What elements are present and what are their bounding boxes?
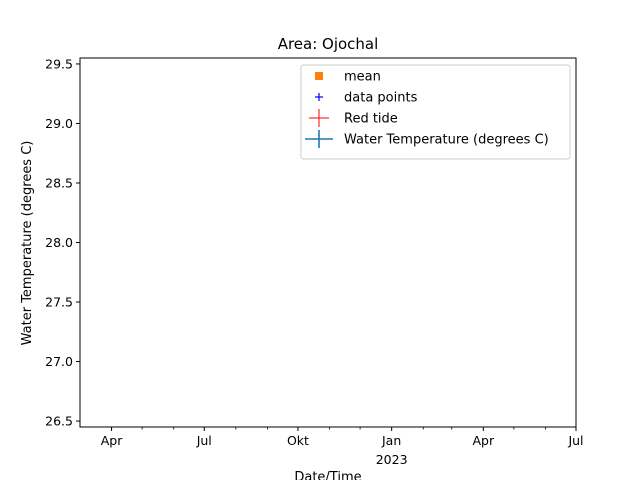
y-tick-label: 28.5 bbox=[45, 175, 73, 190]
legend-entry: mean bbox=[315, 70, 381, 85]
y-tick-label: 29.0 bbox=[45, 116, 73, 131]
chart-title: Area: Ojochal bbox=[278, 35, 379, 53]
legend-marker-square bbox=[315, 72, 323, 80]
y-tick-label: 27.0 bbox=[45, 354, 73, 369]
y-tick-label: 29.5 bbox=[45, 56, 73, 71]
legend-box bbox=[300, 64, 571, 160]
y-axis-label: Water Temperature (degrees C) bbox=[20, 141, 35, 346]
plot-area: 26.5 27.0 27.5 28.0 28.5 29.0 29.5 Apr Jul Okt Jan… bbox=[45, 56, 583, 467]
legend-entry: data points bbox=[315, 91, 418, 106]
y-tick-label: 28.0 bbox=[45, 235, 73, 250]
y-tick-label: 27.5 bbox=[45, 295, 73, 310]
legend-label: Red tide bbox=[344, 112, 398, 127]
legend-label: Water Temperature (degrees C) bbox=[344, 133, 549, 148]
x-tick-label: Apr bbox=[473, 433, 495, 448]
legend-label: mean bbox=[344, 70, 381, 85]
x-tick-label: Jul bbox=[567, 433, 583, 448]
x-tick-label: Jul bbox=[196, 433, 212, 448]
legend: mean data points Red tide Water Temperature… bbox=[300, 64, 571, 160]
x-tick-sublabel: 2023 bbox=[376, 452, 408, 467]
legend-entry: Water Temperature (degrees C) bbox=[305, 130, 549, 148]
x-axis-label: Date/Time bbox=[294, 470, 361, 480]
x-tick-label: Jan bbox=[381, 433, 401, 448]
legend-label: data points bbox=[344, 91, 418, 106]
y-tick-label: 26.5 bbox=[45, 414, 73, 429]
x-tick-label: Okt bbox=[287, 433, 309, 448]
x-tick-label: Apr bbox=[101, 433, 123, 448]
legend-entry: Red tide bbox=[309, 109, 398, 127]
